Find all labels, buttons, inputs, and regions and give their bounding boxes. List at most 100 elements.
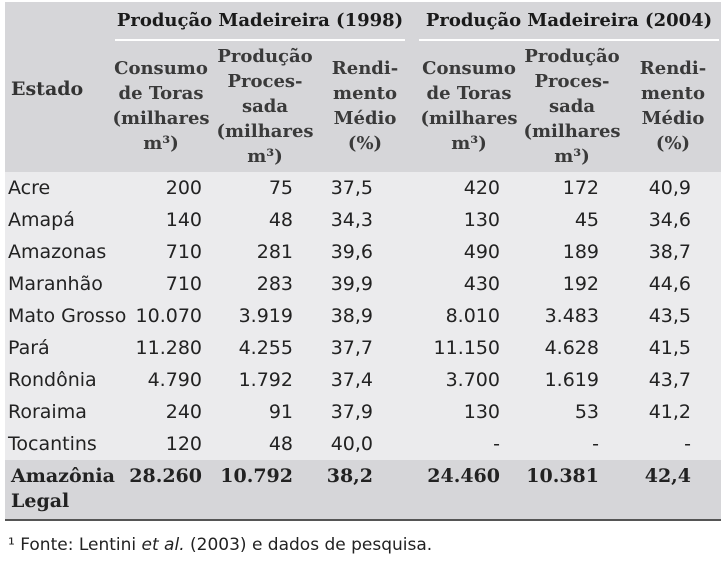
group-rule-2004	[419, 39, 719, 41]
cell-producao-1998: 1.792	[238, 369, 293, 391]
table-row-rondonia: Rondônia 4.790 1.792 37,4 3.700 1.619 43…	[5, 364, 721, 396]
cell-estado: Mato Grosso	[8, 305, 127, 327]
cell-producao-2004: 45	[574, 209, 599, 231]
cell-consumo-1998: 710	[165, 273, 202, 295]
cell-consumo-1998: 200	[165, 177, 202, 199]
cell-consumo-1998: 11.280	[135, 337, 202, 359]
production-table: Produção Madeireira (1998) Produção Made…	[5, 2, 721, 521]
cell-estado: Roraima	[8, 401, 87, 423]
estado-header: Estado	[11, 78, 84, 100]
col-header-producao-2004: Produção Proces- sada (milhares m³)	[523, 46, 621, 167]
cell-producao-1998: 4.255	[238, 337, 293, 359]
cell-consumo-1998: 240	[165, 401, 202, 423]
cell-producao-2004: 189	[562, 241, 599, 263]
table-row-mato-grosso: Mato Grosso 10.070 3.919 38,9 8.010 3.48…	[5, 300, 721, 332]
cell-producao-1998: 48	[268, 209, 293, 231]
footnote-text-after: (2003) e dados de pesquisa.	[184, 535, 433, 555]
cell-producao-1998: 75	[268, 177, 293, 199]
cell-consumo-1998: 710	[165, 241, 202, 263]
cell-rendimento-2004: 41,5	[648, 337, 691, 359]
cell-rendimento-2004: 41,2	[648, 401, 691, 423]
table-body-band	[5, 172, 721, 460]
cell-consumo-1998: 120	[165, 433, 202, 455]
table-row-maranhao: Maranhão 710 283 39,9 430 192 44,6	[5, 268, 721, 300]
cell-estado: Tocantins	[8, 433, 97, 455]
footnote-text-before: Fonte: Lentini	[14, 535, 142, 555]
footnote-et-al: et al.	[141, 535, 185, 555]
group-title-1998: Produção Madeireira (1998)	[116, 10, 404, 31]
group-title-2004: Produção Madeireira (2004)	[425, 10, 713, 31]
cell-producao-2004: 192	[562, 273, 599, 295]
cell-producao-2004: 3.483	[544, 305, 599, 327]
table-row-tocantins: Tocantins 120 48 40,0 - - -	[5, 428, 721, 460]
cell-rendimento-2004: 43,5	[648, 305, 691, 327]
cell-producao-1998: 48	[268, 433, 293, 455]
cell-consumo-1998: 4.790	[147, 369, 202, 391]
total-consumo-1998: 28.260	[129, 465, 202, 487]
cell-consumo-2004: 11.150	[433, 337, 500, 359]
table-row-roraima: Roraima 240 91 37,9 130 53 41,2	[5, 396, 721, 428]
cell-estado: Rondônia	[8, 369, 97, 391]
total-row-label: Amazônia Legal	[11, 465, 115, 512]
cell-consumo-2004: 130	[463, 209, 500, 231]
cell-rendimento-2004: -	[684, 433, 691, 455]
cell-producao-1998: 283	[256, 273, 293, 295]
col-header-rendimento-1998: Rendi- mento Médio (%)	[331, 58, 399, 154]
cell-consumo-2004: 490	[463, 241, 500, 263]
total-producao-2004: 10.381	[526, 465, 599, 487]
cell-rendimento-1998: 34,3	[330, 209, 373, 231]
cell-producao-1998: 91	[268, 401, 293, 423]
cell-rendimento-1998: 39,6	[330, 241, 373, 263]
cell-estado: Maranhão	[8, 273, 103, 295]
cell-rendimento-1998: 37,4	[330, 369, 373, 391]
cell-producao-2004: 4.628	[544, 337, 599, 359]
cell-rendimento-1998: 39,9	[330, 273, 373, 295]
cell-rendimento-2004: 34,6	[648, 209, 691, 231]
cell-consumo-1998: 10.070	[135, 305, 202, 327]
cell-rendimento-1998: 37,5	[330, 177, 373, 199]
cell-estado: Amapá	[8, 209, 75, 231]
cell-rendimento-2004: 38,7	[648, 241, 691, 263]
cell-consumo-2004: -	[493, 433, 500, 455]
cell-consumo-2004: 420	[463, 177, 500, 199]
footnote-marker: ¹	[8, 535, 15, 555]
col-header-consumo-2004: Consumo de Toras (milhares m³)	[420, 58, 518, 154]
cell-producao-2004: 172	[562, 177, 599, 199]
cell-producao-1998: 3.919	[238, 305, 293, 327]
cell-consumo-2004: 430	[463, 273, 500, 295]
total-producao-1998: 10.792	[220, 465, 293, 487]
cell-producao-1998: 281	[256, 241, 293, 263]
cell-rendimento-1998: 37,7	[330, 337, 373, 359]
cell-estado: Pará	[8, 337, 50, 359]
cell-rendimento-1998: 37,9	[330, 401, 373, 423]
cell-producao-2004: -	[592, 433, 599, 455]
col-header-consumo-1998: Consumo de Toras (milhares m³)	[112, 58, 210, 154]
table-bottom-rule	[5, 519, 721, 521]
cell-rendimento-1998: 40,0	[330, 433, 373, 455]
group-rule-1998	[115, 39, 405, 41]
cell-consumo-2004: 3.700	[445, 369, 500, 391]
cell-estado: Amazonas	[8, 241, 107, 263]
cell-rendimento-1998: 38,9	[330, 305, 373, 327]
cell-rendimento-2004: 40,9	[648, 177, 691, 199]
source-footnote: ¹ Fonte: Lentini et al. (2003) e dados d…	[8, 535, 432, 555]
cell-consumo-1998: 140	[165, 209, 202, 231]
cell-producao-2004: 1.619	[544, 369, 599, 391]
table-total-band	[5, 460, 721, 519]
table-row-amapa: Amapá 140 48 34,3 130 45 34,6	[5, 204, 721, 236]
table-row-amazonas: Amazonas 710 281 39,6 490 189 38,7	[5, 236, 721, 268]
cell-rendimento-2004: 43,7	[648, 369, 691, 391]
table-header-band	[5, 2, 721, 172]
col-header-rendimento-2004: Rendi- mento Médio (%)	[639, 58, 707, 154]
col-header-producao-1998: Produção Proces- sada (milhares m³)	[216, 46, 314, 167]
cell-rendimento-2004: 44,6	[648, 273, 691, 295]
cell-producao-2004: 53	[574, 401, 599, 423]
table-row-para: Pará 11.280 4.255 37,7 11.150 4.628 41,5	[5, 332, 721, 364]
total-consumo-2004: 24.460	[427, 465, 500, 487]
table-row-acre: Acre 200 75 37,5 420 172 40,9	[5, 172, 721, 204]
cell-consumo-2004: 8.010	[445, 305, 500, 327]
cell-consumo-2004: 130	[463, 401, 500, 423]
total-rendimento-2004: 42,4	[644, 465, 691, 487]
total-rendimento-1998: 38,2	[326, 465, 373, 487]
cell-estado: Acre	[8, 177, 51, 199]
